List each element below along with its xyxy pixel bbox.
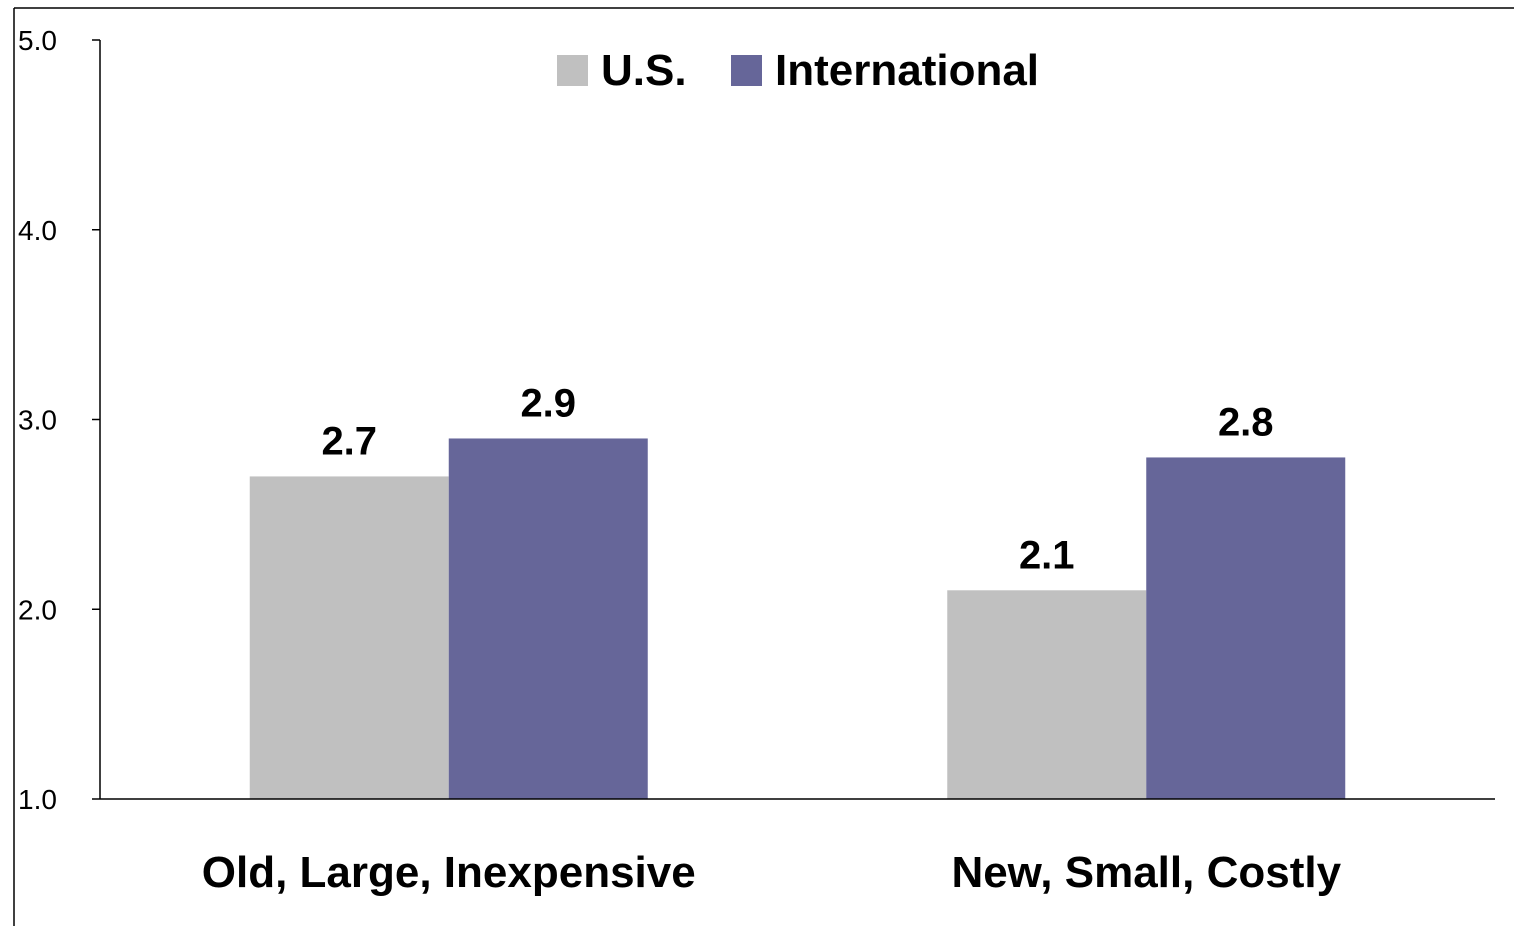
data-label: 2.7 — [321, 419, 377, 463]
data-label: 2.8 — [1218, 400, 1274, 444]
y-tick-label: 4.0 — [18, 215, 57, 246]
bar-u-s--1 — [947, 590, 1147, 799]
bar-international-1 — [1146, 457, 1346, 799]
y-tick-label: 5.0 — [18, 25, 57, 56]
bar-international-0 — [448, 438, 648, 799]
legend-swatch — [557, 55, 588, 86]
legend-label: U.S. — [601, 46, 687, 95]
data-label: 2.9 — [520, 381, 576, 425]
legend-label: International — [775, 46, 1039, 95]
x-tick-label: New, Small, Costly — [951, 848, 1341, 897]
legend: U.S. International — [557, 46, 1039, 95]
y-tick-label: 3.0 — [18, 405, 57, 436]
legend-swatch — [731, 55, 762, 86]
y-tick-label: 2.0 — [18, 594, 57, 625]
data-label: 2.1 — [1019, 533, 1075, 577]
labels-layer: 2.7 2.9 Old, Large, Inexpensive 2.1 2.8 New, … — [202, 381, 1342, 897]
bar-u-s--0 — [249, 476, 449, 799]
y-tick-label: 1.0 — [18, 784, 57, 815]
bars-layer — [249, 438, 1346, 799]
axes-layer: 1.0 2.0 3.0 4.0 5.0 — [18, 25, 1495, 815]
x-tick-label: Old, Large, Inexpensive — [202, 848, 696, 897]
